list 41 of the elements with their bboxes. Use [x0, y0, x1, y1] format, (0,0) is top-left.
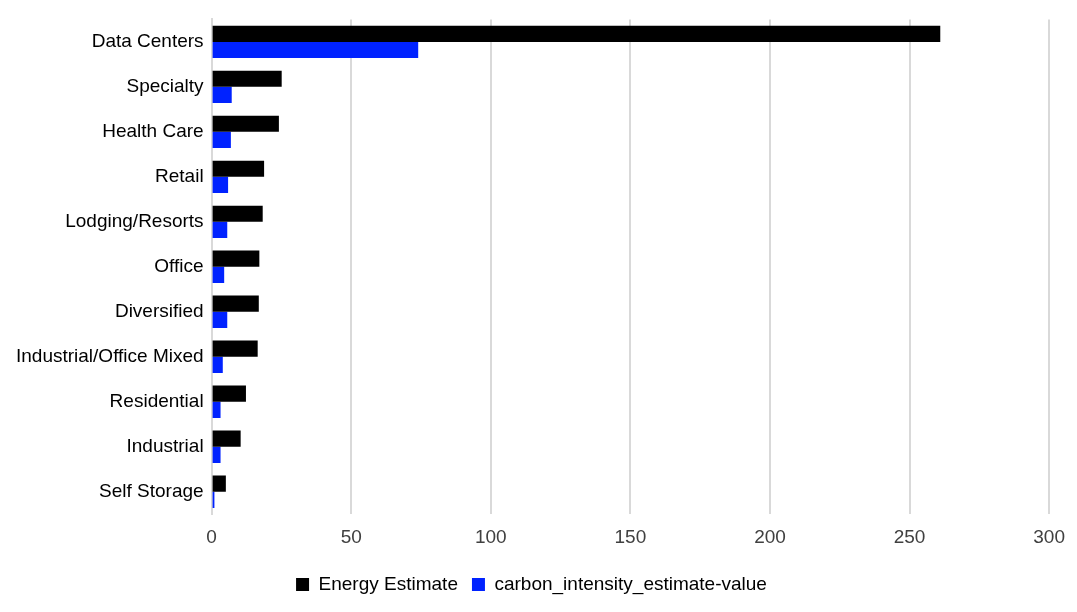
bar [212, 131, 231, 149]
bar [212, 221, 228, 239]
legend-label: carbon_intensity_estimate-value [494, 572, 767, 595]
bar [212, 160, 265, 177]
bar [212, 176, 229, 194]
bar [212, 70, 282, 87]
x-tick-label: 100 [474, 525, 507, 547]
x-tick-label: 200 [754, 525, 786, 547]
bar [212, 266, 225, 283]
x-tick-label: 50 [340, 525, 362, 547]
y-tick-label: Retail [155, 165, 204, 187]
bar [212, 205, 263, 222]
bar [212, 385, 246, 402]
x-tick-label: 0 [206, 525, 217, 547]
y-tick-label: Health Care [102, 120, 204, 142]
y-tick-label: Industrial [126, 434, 204, 456]
y-tick-label: Industrial/Office Mixed [15, 345, 204, 366]
bar [212, 401, 221, 418]
bar [212, 475, 226, 492]
bar [212, 25, 941, 42]
y-tick-label: Office [154, 255, 204, 277]
x-tick-label: 300 [1033, 525, 1065, 547]
y-tick-label: Residential [109, 389, 204, 411]
bar [212, 86, 232, 104]
bar [212, 430, 241, 447]
bar [212, 295, 259, 312]
x-tick-label: 150 [614, 525, 647, 547]
bar [212, 340, 258, 357]
y-tick-label: Self Storage [99, 479, 204, 501]
y-tick-label: Lodging/Resorts [65, 210, 204, 232]
bar [212, 311, 228, 328]
legend-label: Energy Estimate [318, 572, 458, 594]
y-tick-label: Diversified [114, 300, 204, 322]
bar [212, 115, 279, 132]
bar [212, 250, 260, 267]
y-tick-label: Specialty [126, 75, 205, 97]
bar [212, 446, 221, 463]
x-tick-label: 250 [893, 525, 926, 547]
bar [212, 41, 419, 59]
bar [212, 356, 223, 373]
y-tick-label: Data Centers [91, 30, 204, 52]
